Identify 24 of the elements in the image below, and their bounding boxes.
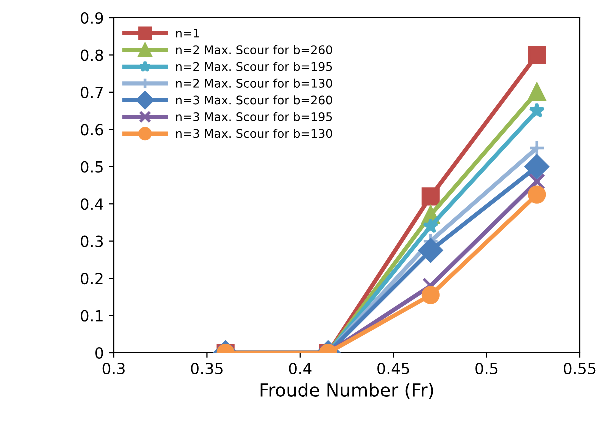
x-tick-label: 0.5 xyxy=(476,362,498,375)
x-tick-label: 0.3 xyxy=(102,362,125,375)
legend-label: n=1 xyxy=(176,28,200,38)
x-tick-label: 0.45 xyxy=(378,362,410,375)
legend-label: n=2 Max. Scour for b=195 xyxy=(176,62,332,72)
legend-label: n=3 Max. Scour for b=195 xyxy=(176,112,332,122)
y-tick-label: 0.9 xyxy=(80,12,104,24)
legend-label: n=3 Max. Scour for b=260 xyxy=(176,96,332,105)
x-tick-label: 0.55 xyxy=(564,362,596,375)
y-tick-label: 0.1 xyxy=(80,310,103,322)
y-tick-label: 0 xyxy=(96,347,104,360)
x-tick-label: 0.4 xyxy=(289,362,312,375)
y-tick-label: 0.7 xyxy=(80,86,103,98)
legend-label: n=2 Max. Scour for b=260 xyxy=(176,45,332,54)
y-tick-label: 0.4 xyxy=(80,198,104,210)
x-axis-title: Froude Number (Fr) xyxy=(260,383,434,400)
y-tick-label: 0.2 xyxy=(80,273,103,285)
legend-label: n=2 Max. Scour for b=130 xyxy=(176,78,332,88)
x-tick-label: 0.35 xyxy=(191,362,223,375)
y-tick-label: 0.3 xyxy=(80,236,104,248)
legend-label: n=3 Max. Scour for b=130 xyxy=(176,129,332,138)
y-tick-label: 0.8 xyxy=(80,50,104,62)
y-tick-label: 0.5 xyxy=(80,161,103,173)
y-tick-label: 0.6 xyxy=(80,124,104,136)
